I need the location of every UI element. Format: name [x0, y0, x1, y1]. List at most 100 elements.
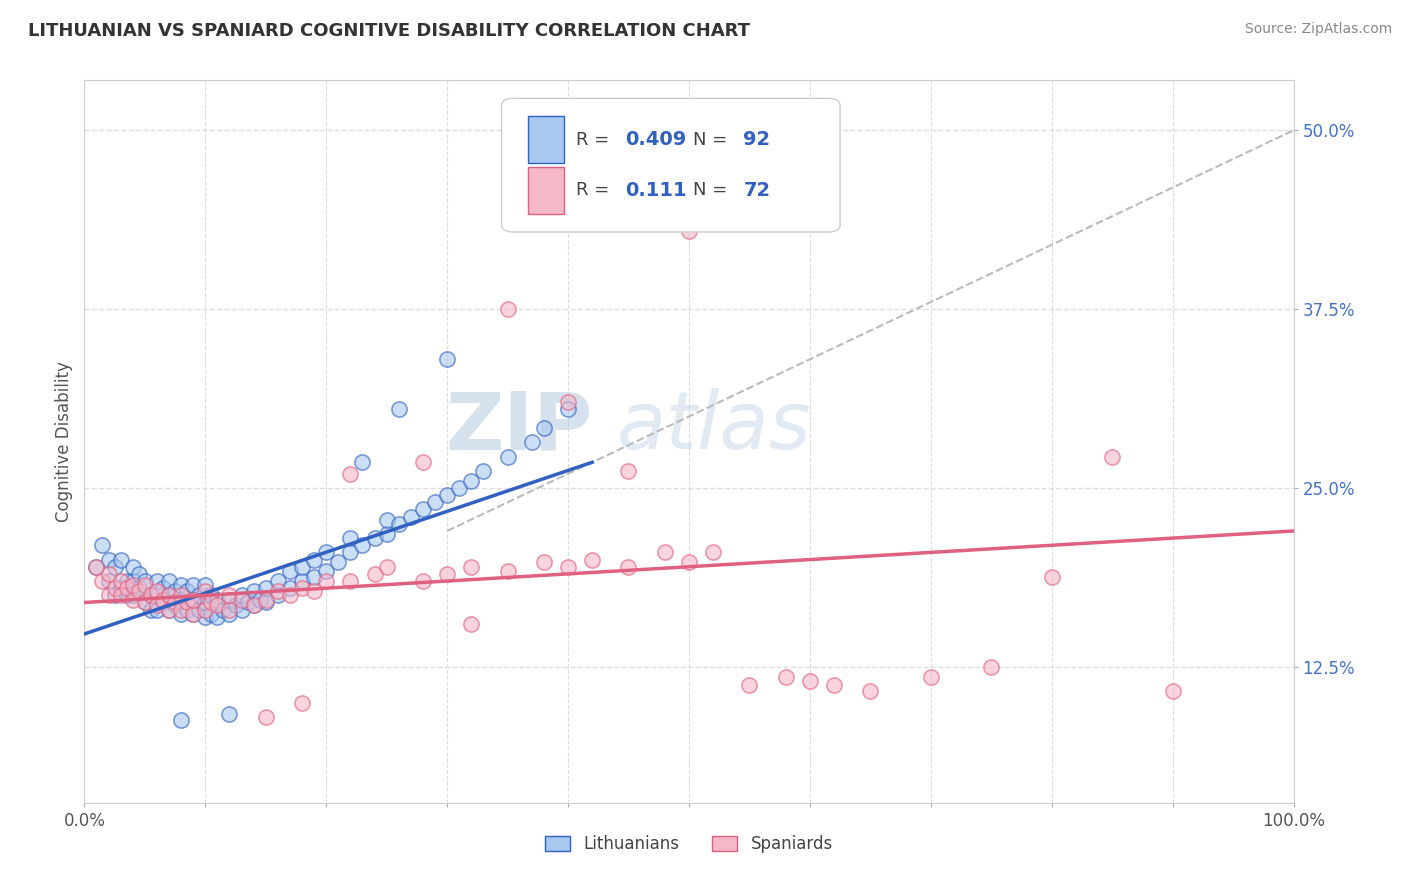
Point: [181, 607, 204, 621]
Point: [388, 516, 411, 531]
FancyBboxPatch shape: [502, 98, 841, 232]
Point: [278, 588, 301, 602]
Point: [157, 602, 180, 616]
Point: [291, 559, 314, 574]
Point: [165, 584, 187, 599]
Point: [139, 588, 162, 602]
Point: [375, 526, 398, 541]
Text: R =: R =: [576, 130, 616, 149]
Point: [91, 574, 114, 588]
Point: [412, 502, 434, 516]
Point: [449, 481, 471, 495]
Point: [157, 574, 180, 588]
Point: [533, 556, 555, 570]
Point: [121, 592, 143, 607]
Point: [146, 584, 169, 599]
Point: [254, 595, 277, 609]
Point: [557, 559, 579, 574]
Point: [496, 450, 519, 464]
Point: [128, 581, 150, 595]
Legend: Lithuanians, Spaniards: Lithuanians, Spaniards: [538, 828, 839, 860]
Point: [254, 581, 277, 595]
Point: [225, 599, 247, 613]
Point: [91, 538, 114, 552]
Point: [218, 588, 240, 602]
Text: LITHUANIAN VS SPANIARD COGNITIVE DISABILITY CORRELATION CHART: LITHUANIAN VS SPANIARD COGNITIVE DISABIL…: [28, 22, 751, 40]
Point: [315, 545, 337, 559]
Text: Source: ZipAtlas.com: Source: ZipAtlas.com: [1244, 22, 1392, 37]
Point: [176, 595, 198, 609]
Point: [194, 595, 217, 609]
Point: [170, 602, 193, 616]
Point: [423, 495, 446, 509]
Point: [165, 595, 187, 609]
Point: [496, 564, 519, 578]
Point: [231, 588, 253, 602]
Point: [115, 588, 138, 602]
Point: [702, 545, 724, 559]
Point: [146, 588, 169, 602]
Point: [207, 599, 229, 613]
Point: [115, 581, 138, 595]
Point: [104, 588, 127, 602]
Point: [678, 556, 700, 570]
Point: [315, 574, 337, 588]
Point: [339, 545, 361, 559]
Point: [139, 602, 162, 616]
Point: [188, 602, 211, 616]
Point: [278, 581, 301, 595]
Point: [121, 559, 143, 574]
Text: 0.409: 0.409: [624, 130, 686, 149]
Point: [157, 602, 180, 616]
Point: [121, 574, 143, 588]
Point: [533, 421, 555, 435]
Point: [218, 607, 240, 621]
Point: [152, 581, 174, 595]
Point: [181, 592, 204, 607]
Point: [97, 574, 120, 588]
Point: [194, 578, 217, 592]
Point: [654, 545, 676, 559]
Point: [412, 574, 434, 588]
Point: [339, 574, 361, 588]
Point: [165, 599, 187, 613]
Point: [170, 588, 193, 602]
Point: [267, 584, 290, 599]
Point: [181, 607, 204, 621]
Point: [128, 566, 150, 581]
Point: [121, 588, 143, 602]
Point: [436, 488, 458, 502]
Point: [375, 559, 398, 574]
Point: [218, 592, 240, 607]
Point: [617, 464, 640, 478]
Point: [557, 395, 579, 409]
Point: [218, 602, 240, 616]
Point: [412, 455, 434, 469]
Point: [200, 588, 222, 602]
Point: [170, 592, 193, 607]
Point: [291, 574, 314, 588]
Point: [146, 574, 169, 588]
Point: [520, 435, 543, 450]
Point: [110, 574, 132, 588]
Point: [97, 552, 120, 566]
Point: [388, 402, 411, 417]
Point: [110, 552, 132, 566]
Point: [134, 578, 156, 592]
Point: [200, 595, 222, 609]
Point: [375, 512, 398, 526]
Point: [291, 696, 314, 710]
Point: [218, 707, 240, 722]
Point: [231, 602, 253, 616]
Point: [352, 455, 374, 469]
Point: [315, 564, 337, 578]
Point: [86, 559, 108, 574]
Point: [242, 584, 264, 599]
Point: [496, 302, 519, 317]
Point: [170, 607, 193, 621]
Point: [436, 566, 458, 581]
Point: [146, 599, 169, 613]
Point: [104, 581, 127, 595]
Text: 92: 92: [744, 130, 770, 149]
Point: [302, 552, 325, 566]
